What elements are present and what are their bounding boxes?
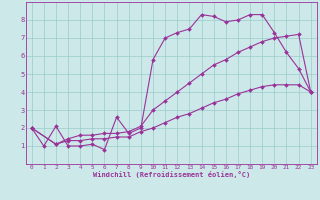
X-axis label: Windchill (Refroidissement éolien,°C): Windchill (Refroidissement éolien,°C)	[92, 171, 250, 178]
